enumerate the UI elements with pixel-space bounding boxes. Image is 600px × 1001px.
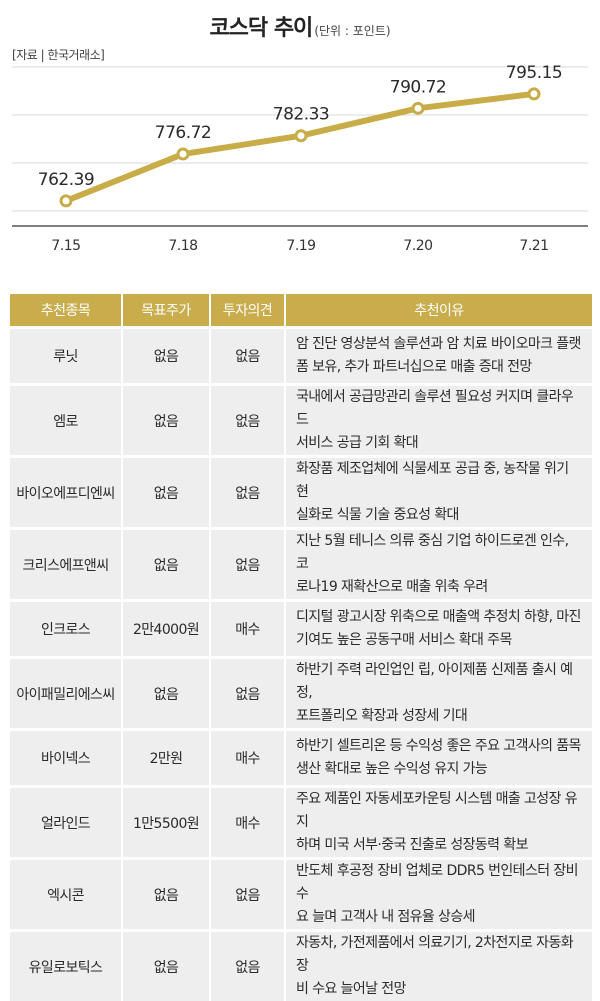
header-target-price: 목표주가	[122, 294, 210, 328]
data-point	[178, 149, 188, 159]
stock-name-cell: 바이오에프디엔씨	[10, 457, 122, 529]
reason-line: 포트폴리오 확장과 성장세 기대	[296, 705, 584, 728]
reason-line: 화장품 제조업체에 식물세포 공급 중, 농작물 위기 현	[296, 458, 584, 504]
data-label: 782.33	[273, 105, 329, 125]
stock-name-cell: 루닛	[10, 328, 122, 385]
data-label: 795.15	[506, 63, 562, 83]
opinion-cell: 없음	[210, 529, 285, 601]
reason-line: 하반기 셀트리온 등 수익성 좋은 주요 고객사의 품목	[296, 735, 584, 758]
target-price-cell: 없음	[122, 385, 210, 457]
opinion-cell: 매수	[210, 787, 285, 859]
reason-line: 실화로 식물 기술 중요성 확대	[296, 504, 584, 527]
opinion-cell: 없음	[210, 931, 285, 1001]
reason-line: 하반기 주력 라인업인 립, 아이제품 신제품 출시 예정,	[296, 659, 584, 705]
reason-line: 로나19 재확산으로 매출 위축 우려	[296, 576, 584, 599]
opinion-cell: 없음	[210, 859, 285, 931]
stock-name-cell: 유일로보틱스	[10, 931, 122, 1001]
stock-name-cell: 크리스에프앤씨	[10, 529, 122, 601]
x-tick-label: 7.18	[168, 238, 197, 254]
x-tick-label: 7.19	[286, 238, 315, 254]
target-price-cell: 2만원	[122, 730, 210, 787]
opinion-cell: 매수	[210, 601, 285, 658]
reason-line: 디지털 광고시장 위축으로 매출액 추정치 하향, 마진	[296, 606, 584, 629]
reason-line: 반도체 후공정 장비 업체로 DDR5 번인테스터 장비 수	[296, 860, 584, 906]
header-stock: 추천종목	[10, 294, 122, 328]
stock-name-cell: 아이패밀리에스씨	[10, 658, 122, 730]
unit-label: (단위 : 포인트)	[314, 24, 390, 38]
reason-line: 요 늘며 고객사 내 점유율 상승세	[296, 906, 584, 929]
reason-line: 주요 제품인 자동세포카운팅 시스템 매출 고성장 유지	[296, 788, 584, 834]
target-price-cell: 없음	[122, 457, 210, 529]
data-point	[529, 89, 539, 99]
data-label: 776.72	[155, 123, 211, 143]
target-price-cell: 없음	[122, 529, 210, 601]
opinion-cell: 없음	[210, 385, 285, 457]
chart-title: 코스닥 추이	[209, 16, 312, 41]
stock-name-cell: 엠로	[10, 385, 122, 457]
target-price-cell: 1만5500원	[122, 787, 210, 859]
opinion-cell: 없음	[210, 328, 285, 385]
target-price-cell: 없음	[122, 658, 210, 730]
x-tick-label: 7.20	[403, 238, 432, 254]
reason-line: 자동차, 가전제품에서 의료기기, 2차전지로 자동화 장	[296, 932, 584, 978]
target-price-cell: 없음	[122, 859, 210, 931]
stock-name-cell: 바이넥스	[10, 730, 122, 787]
data-point	[61, 196, 71, 206]
data-point	[296, 131, 306, 141]
reason-line: 비 수요 늘어날 전망	[296, 978, 584, 1001]
opinion-cell: 없음	[210, 457, 285, 529]
data-point	[413, 103, 423, 113]
reason-line: 기여도 높은 공동구매 서비스 확대 주목	[296, 629, 584, 652]
header-reason: 추천이유	[285, 294, 592, 328]
target-price-cell: 없음	[122, 328, 210, 385]
stock-name-cell: 엑시콘	[10, 859, 122, 931]
reason-line: 지난 5월 테니스 의류 중심 기업 하이드로겐 인수, 코	[296, 530, 584, 576]
reason-line: 하며 미국 서부·중국 진출로 성장동력 확보	[296, 834, 584, 857]
header-opinion: 투자의견	[210, 294, 285, 328]
reason-cell: 하반기 주력 라인업인 립, 아이제품 신제품 출시 예정,포트폴리오 확장과 …	[285, 658, 592, 730]
data-label: 790.72	[390, 77, 446, 97]
reason-line: 암 진단 영상분석 솔루션과 암 치료 바이오마크 플랫	[296, 333, 584, 356]
opinion-cell: 매수	[210, 730, 285, 787]
stock-name-cell: 인크로스	[10, 601, 122, 658]
data-label: 762.39	[38, 170, 94, 190]
x-tick-label: 7.21	[519, 238, 548, 254]
line-chart: 762.39 776.72 782.33 790.72 795.15 7.15 7.18 7.…	[0, 60, 600, 280]
target-price-cell: 2만4000원	[122, 601, 210, 658]
x-tick-label: 7.15	[51, 238, 80, 254]
chart-header: 코스닥 추이(단위 : 포인트)	[0, 10, 600, 42]
reason-line: 국내에서 공급망관리 솔루션 필요성 커지며 클라우드	[296, 386, 584, 432]
target-price-cell: 없음	[122, 931, 210, 1001]
reason-line: 서비스 공급 기회 확대	[296, 432, 584, 455]
reason-line: 폼 보유, 추가 파트너십으로 매출 증대 전망	[296, 356, 584, 379]
reason-line: 생산 확대로 높은 수익성 유지 가능	[296, 758, 584, 781]
stock-name-cell: 얼라인드	[10, 787, 122, 859]
opinion-cell: 없음	[210, 658, 285, 730]
